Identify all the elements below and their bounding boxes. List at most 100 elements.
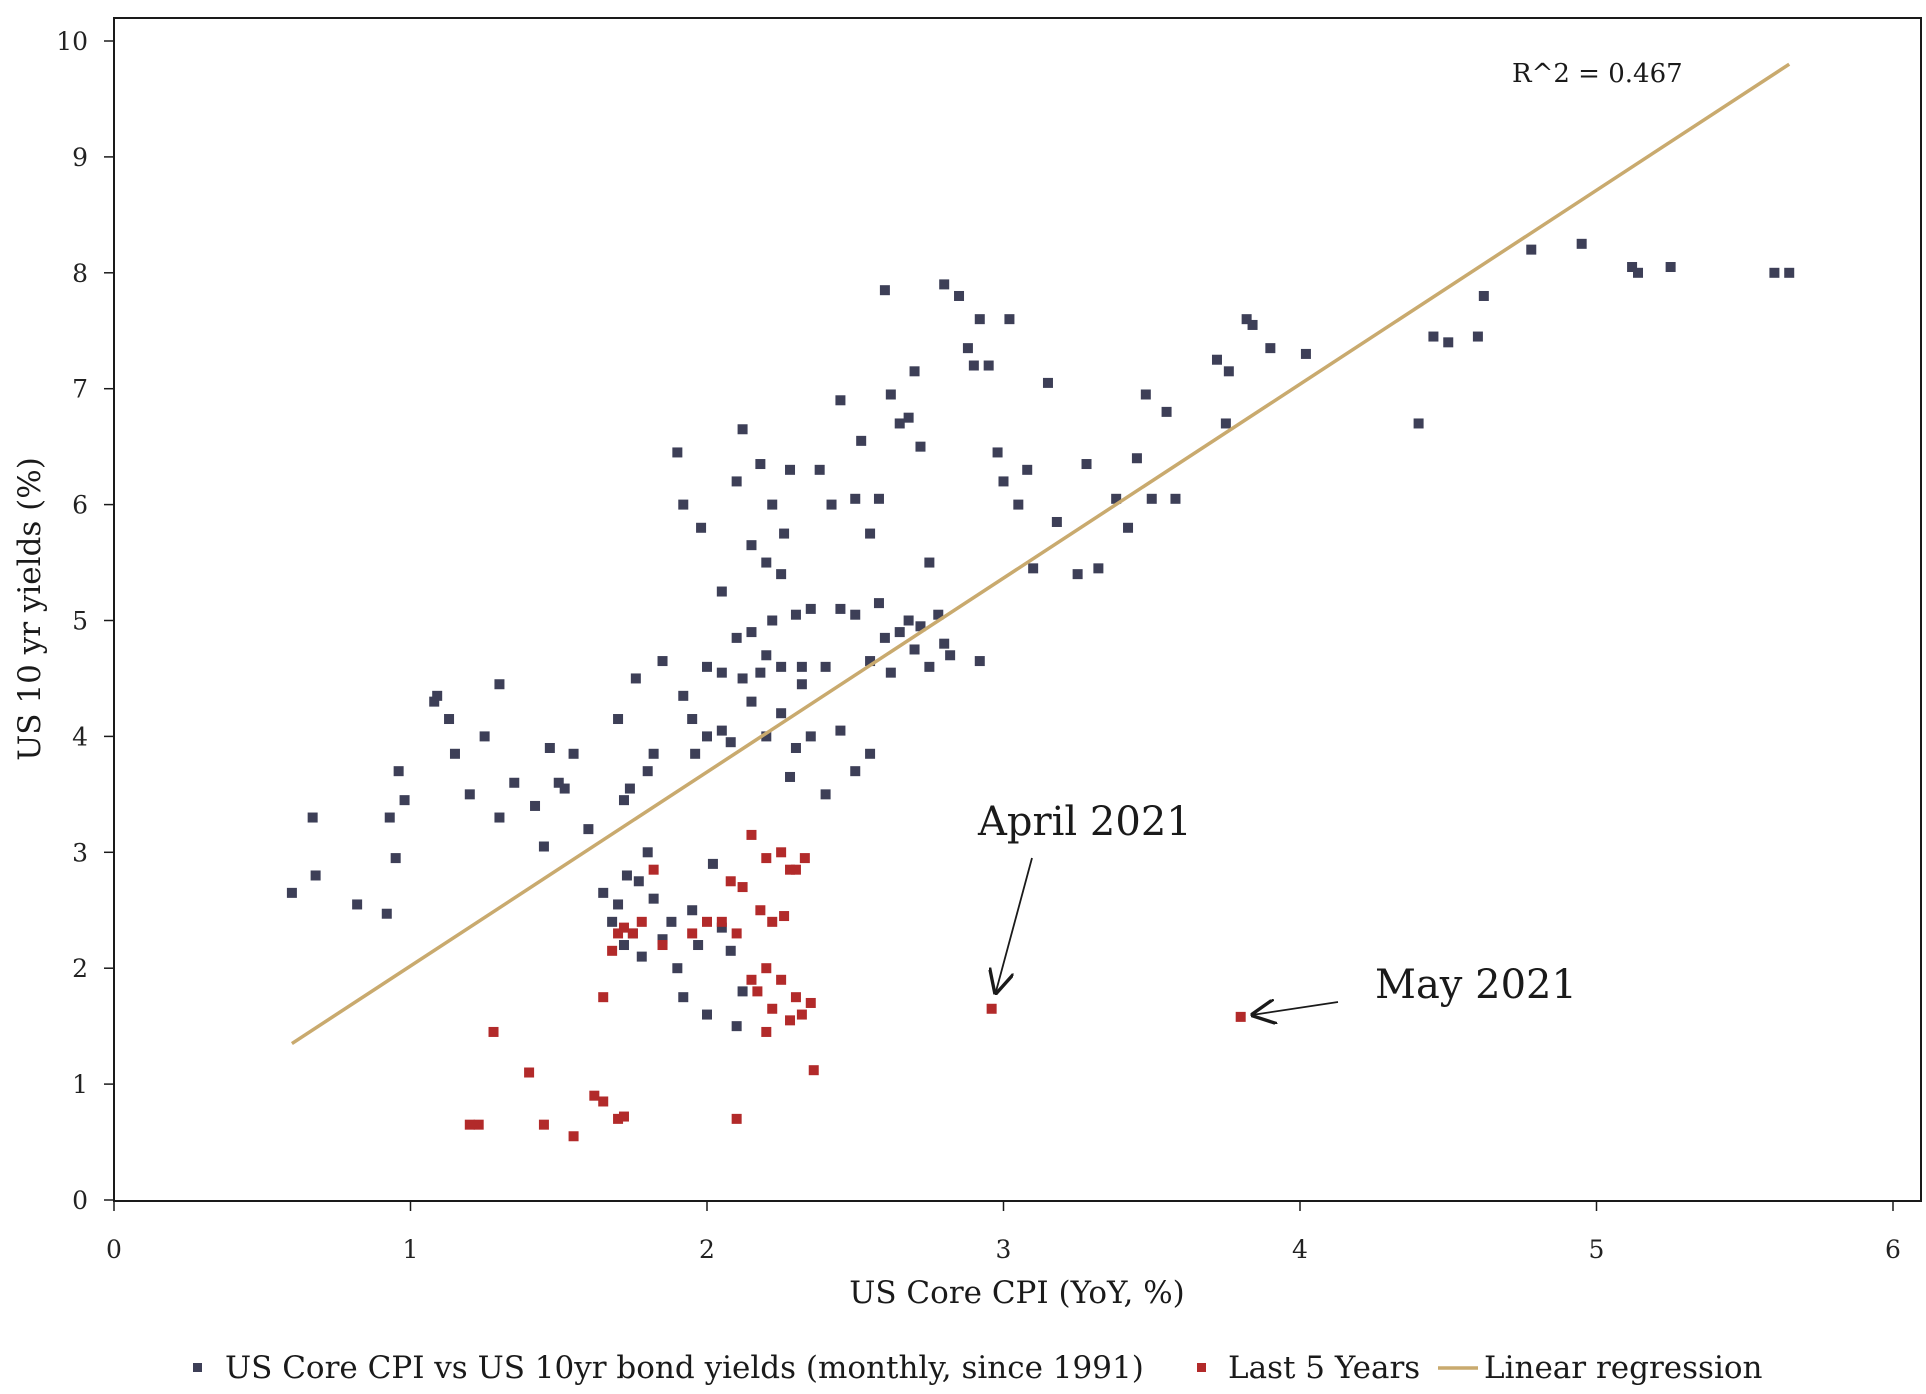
- data-point: [761, 650, 772, 661]
- data-point: [307, 812, 318, 823]
- data-point: [737, 986, 748, 997]
- data-point: [915, 441, 926, 452]
- data-point: [894, 627, 905, 638]
- data-point: [613, 714, 624, 725]
- data-point: [1235, 1011, 1246, 1022]
- data-point: [1220, 418, 1231, 429]
- data-point: [598, 887, 609, 898]
- data-point: [731, 632, 742, 643]
- data-point: [598, 1096, 609, 1107]
- legend-label-history: US Core CPI vs US 10yr bond yields (mont…: [225, 1350, 1144, 1386]
- y-tick-label: 4: [72, 722, 88, 751]
- data-point: [1140, 389, 1151, 400]
- data-point: [509, 777, 520, 788]
- data-point: [761, 853, 772, 864]
- data-point: [524, 1067, 535, 1078]
- data-point: [752, 986, 763, 997]
- data-point: [1576, 238, 1587, 249]
- data-point: [915, 621, 926, 632]
- data-point: [879, 285, 890, 296]
- series-history: [286, 238, 1795, 1032]
- data-point: [636, 916, 647, 927]
- data-point: [746, 696, 757, 707]
- data-point: [1161, 406, 1172, 417]
- data-point: [286, 887, 297, 898]
- data-point: [776, 661, 787, 672]
- data-point: [865, 528, 876, 539]
- data-point: [1022, 464, 1033, 475]
- data-point: [767, 916, 778, 927]
- data-point: [974, 314, 985, 325]
- data-points: [286, 238, 1795, 1142]
- data-point: [731, 476, 742, 487]
- data-point: [1769, 267, 1780, 278]
- data-point: [986, 1003, 997, 1014]
- data-point: [568, 1131, 579, 1142]
- data-point: [648, 893, 659, 904]
- legend-label-recent: Last 5 Years: [1228, 1350, 1420, 1386]
- data-point: [618, 940, 629, 951]
- data-point: [672, 447, 683, 458]
- data-point: [559, 783, 570, 794]
- data-point: [494, 679, 505, 690]
- data-point: [974, 656, 985, 667]
- legend: US Core CPI vs US 10yr bond yields (mont…: [193, 1350, 1763, 1386]
- data-point: [785, 771, 796, 782]
- data-point: [945, 650, 956, 661]
- data-point: [1123, 522, 1134, 533]
- plot-frame: [113, 17, 1922, 1202]
- data-point: [939, 638, 950, 649]
- data-point: [666, 916, 677, 927]
- data-point: [805, 997, 816, 1008]
- data-point: [776, 974, 787, 985]
- data-point: [630, 673, 641, 684]
- data-point: [737, 673, 748, 684]
- r-squared-label: R^2 = 0.467: [1512, 59, 1683, 89]
- data-point: [725, 876, 736, 887]
- data-point: [444, 714, 455, 725]
- data-point: [310, 870, 321, 881]
- y-tick-label: 5: [72, 607, 88, 636]
- data-point: [464, 789, 475, 800]
- data-point: [731, 1021, 742, 1032]
- data-point: [983, 360, 994, 371]
- data-point: [716, 667, 727, 678]
- data-point: [479, 731, 490, 742]
- data-point: [790, 742, 801, 753]
- data-point: [850, 609, 861, 620]
- data-point: [1265, 343, 1276, 354]
- data-point: [1093, 563, 1104, 574]
- data-point: [746, 974, 757, 985]
- data-point: [924, 557, 935, 568]
- data-point: [746, 829, 757, 840]
- regression-line: [290, 62, 1791, 1045]
- legend-marker-history: [193, 1363, 202, 1372]
- data-point: [1131, 453, 1142, 464]
- data-point: [716, 586, 727, 597]
- data-point: [1028, 563, 1039, 574]
- data-point: [702, 1009, 712, 1020]
- data-point: [1443, 337, 1454, 348]
- data-point: [464, 1119, 475, 1130]
- data-point: [613, 1113, 624, 1124]
- data-point: [1013, 499, 1024, 510]
- data-point: [1627, 262, 1638, 273]
- data-point: [779, 911, 790, 922]
- data-point: [767, 615, 778, 626]
- data-point: [1472, 331, 1483, 342]
- legend-label-regression: Linear regression: [1484, 1350, 1763, 1386]
- data-point: [618, 795, 629, 806]
- data-point: [657, 940, 668, 951]
- data-point: [473, 1119, 484, 1130]
- data-point: [826, 499, 837, 510]
- y-tick-label: 7: [72, 375, 88, 404]
- data-point: [850, 493, 861, 504]
- data-point: [1170, 493, 1181, 504]
- y-tick-label: 8: [72, 259, 88, 288]
- data-point: [785, 464, 796, 475]
- data-point: [767, 1003, 778, 1014]
- data-point: [820, 661, 831, 672]
- data-point: [1247, 319, 1258, 330]
- data-point: [1478, 290, 1489, 301]
